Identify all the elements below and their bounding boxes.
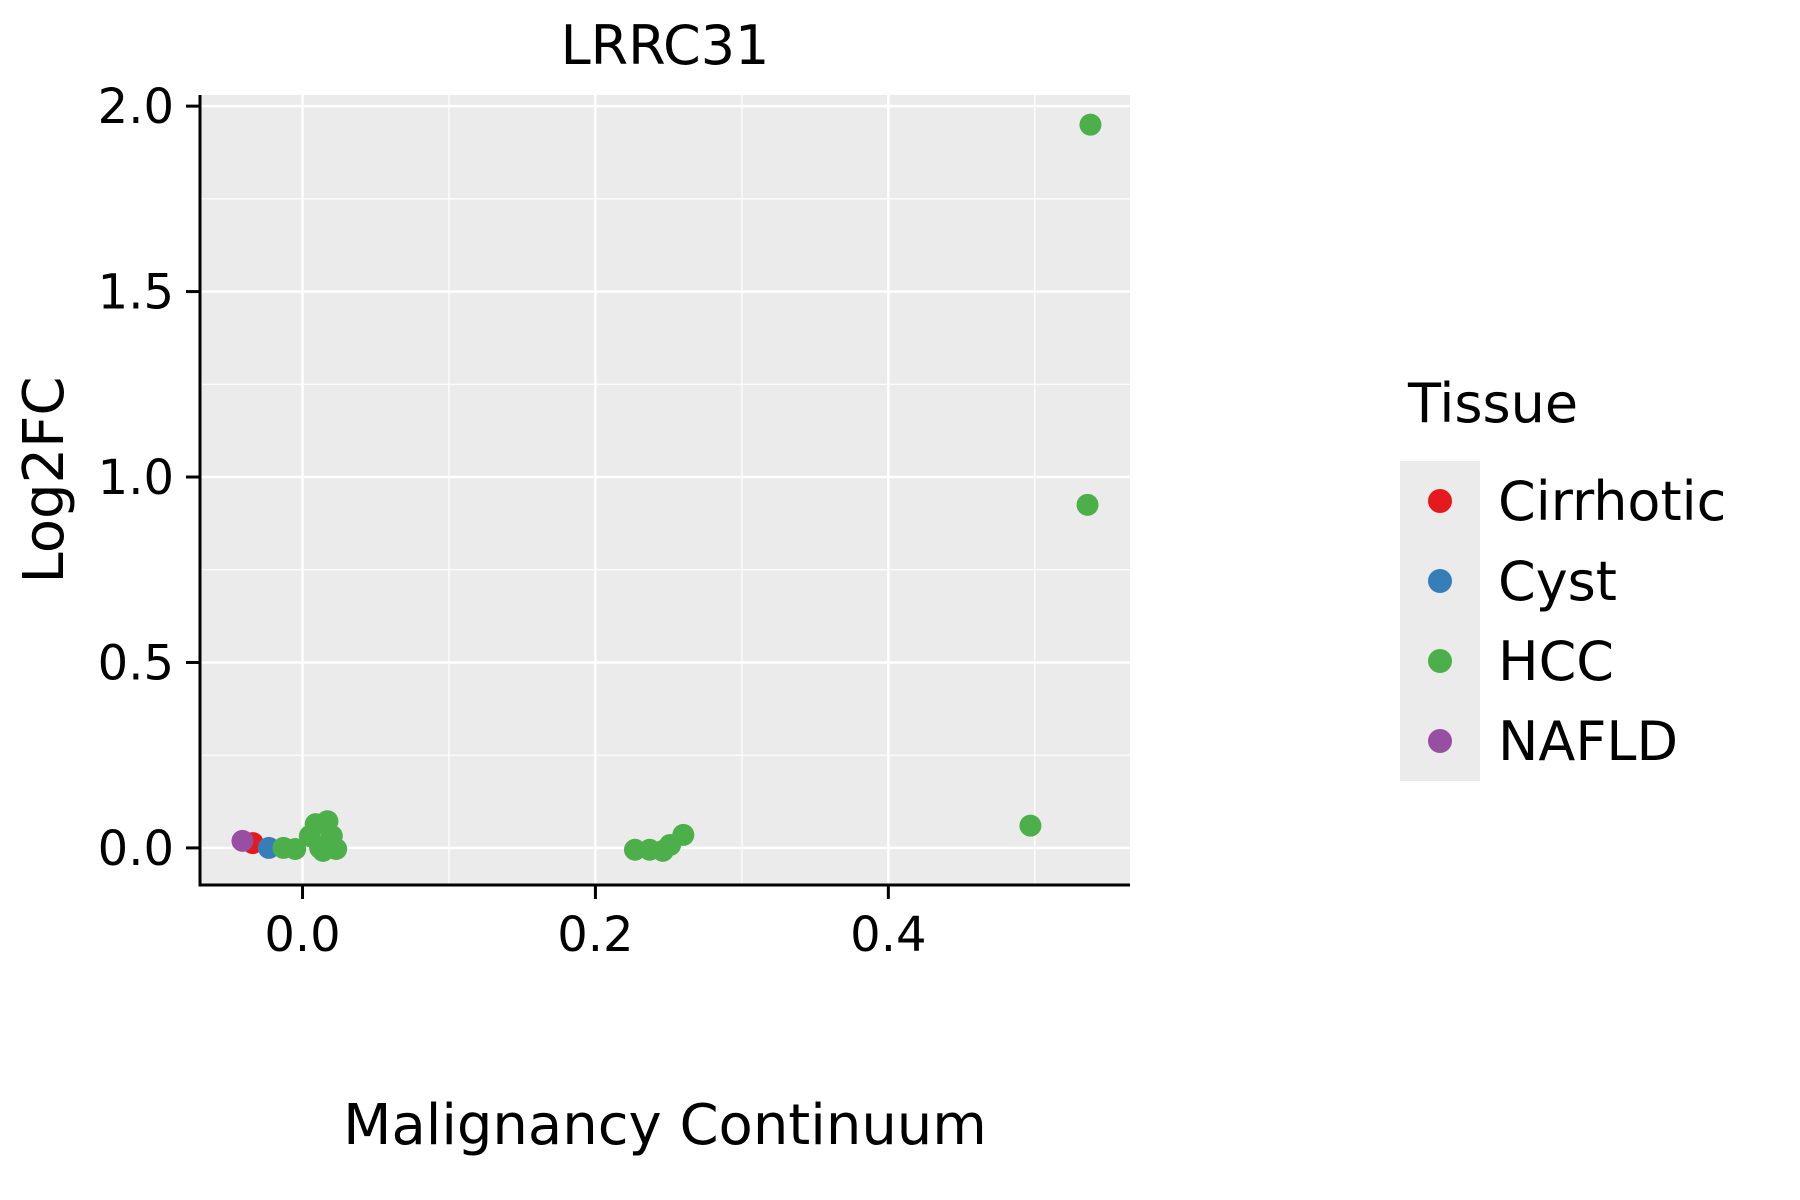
legend-entry-cyst: Cyst bbox=[1400, 541, 1726, 621]
legend-label: HCC bbox=[1498, 629, 1615, 693]
legend: Tissue Cirrhotic Cyst HCC NAFLD bbox=[1400, 372, 1726, 781]
legend-entry-cirrhotic: Cirrhotic bbox=[1400, 461, 1726, 541]
legend-key-box bbox=[1400, 461, 1480, 541]
legend-label: Cyst bbox=[1498, 549, 1617, 613]
hcc-marker-icon bbox=[1428, 649, 1452, 673]
data-point-hcc bbox=[1019, 814, 1042, 837]
legend-key-box bbox=[1400, 541, 1480, 621]
y-tick-label: 0.0 bbox=[98, 821, 174, 877]
data-point-nafld bbox=[231, 829, 254, 852]
legend-entries: Cirrhotic Cyst HCC NAFLD bbox=[1400, 461, 1726, 781]
data-point-hcc bbox=[325, 838, 348, 861]
plot-panel bbox=[200, 95, 1130, 885]
y-tick-label: 1.0 bbox=[98, 450, 174, 506]
data-point-hcc bbox=[672, 823, 695, 846]
y-tick-label: 1.5 bbox=[98, 265, 174, 321]
legend-key-box bbox=[1400, 701, 1480, 781]
legend-label: NAFLD bbox=[1498, 709, 1679, 773]
data-point-hcc bbox=[284, 838, 307, 861]
y-tick-label: 2.0 bbox=[98, 79, 174, 135]
x-axis-label: Malignancy Continuum bbox=[343, 1093, 987, 1158]
legend-key-box bbox=[1400, 621, 1480, 701]
data-point-hcc bbox=[1079, 113, 1102, 136]
x-tick-label: 0.0 bbox=[264, 907, 340, 963]
y-tick-label: 0.5 bbox=[98, 635, 174, 691]
cyst-marker-icon bbox=[1428, 569, 1452, 593]
legend-title: Tissue bbox=[1408, 372, 1579, 435]
legend-entry-nafld: NAFLD bbox=[1400, 701, 1726, 781]
x-tick-label: 0.2 bbox=[557, 907, 633, 963]
cirrhotic-marker-icon bbox=[1428, 489, 1452, 513]
legend-entry-hcc: HCC bbox=[1400, 621, 1726, 701]
chart-title: LRRC31 bbox=[560, 14, 770, 77]
x-tick-label: 0.4 bbox=[850, 907, 926, 963]
legend-label: Cirrhotic bbox=[1498, 469, 1727, 533]
data-point-hcc bbox=[1076, 493, 1099, 516]
nafld-marker-icon bbox=[1428, 729, 1452, 753]
